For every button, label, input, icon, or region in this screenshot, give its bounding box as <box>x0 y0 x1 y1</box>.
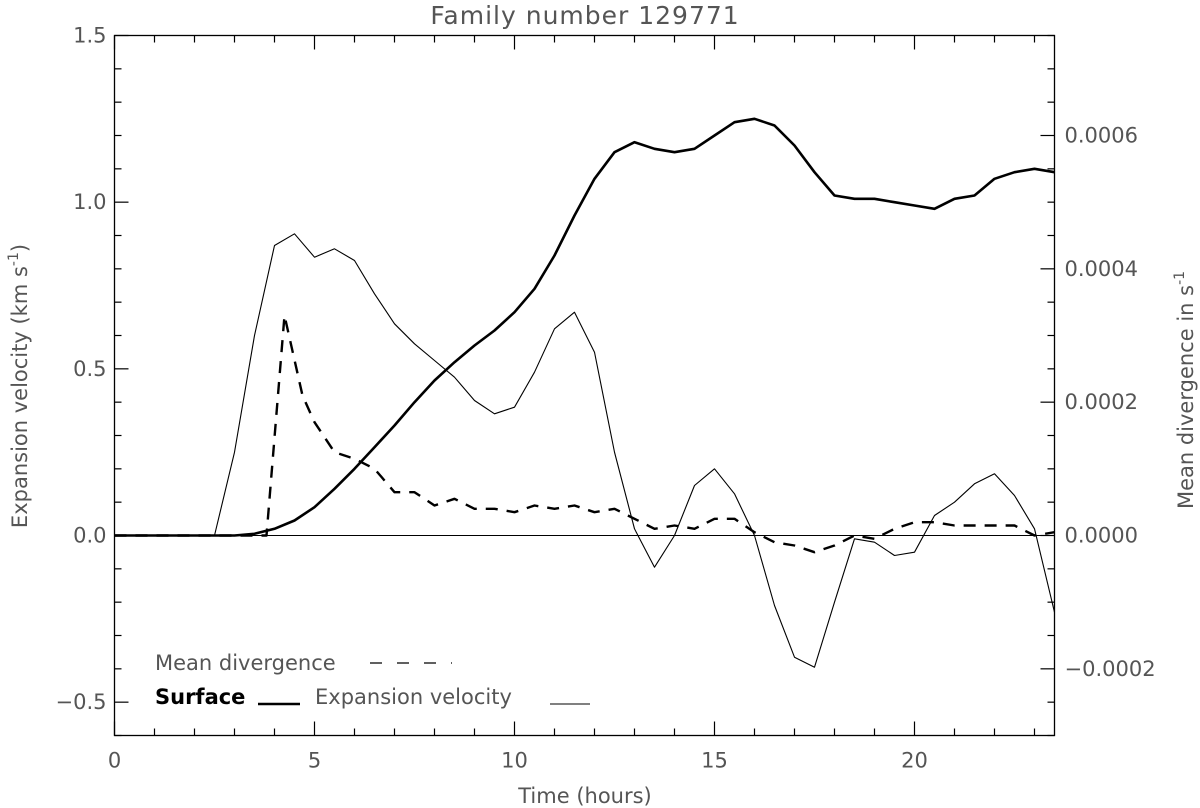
legend-label-mean-divergence: Mean divergence <box>155 651 336 675</box>
y-left-tick-label: 0.5 <box>73 357 106 381</box>
x-tick-label: 10 <box>501 749 528 773</box>
legend-label-surface: Surface <box>155 685 245 709</box>
y-left-tick-label: 1.0 <box>73 190 106 214</box>
y-axis-label-left: Expansion velocity (km s-1) <box>6 244 32 528</box>
plot-layer <box>114 117 1056 668</box>
x-axis-label: Time (hours) <box>517 784 652 808</box>
y-left-tick-label: 1.5 <box>73 24 106 48</box>
y-left-tick-label: −0.5 <box>56 690 107 714</box>
y-right-tick-label: 0.0000 <box>1065 524 1138 548</box>
y-left-tick-label: 0.0 <box>73 524 106 548</box>
y-axis-label-left-close: ) <box>8 244 32 252</box>
series-line-surface <box>114 117 1055 537</box>
x-tick-label: 20 <box>901 749 928 773</box>
ticks-layer: 0 5 10 15 20 −0.5 0.0 0.5 1.0 1.5 −0.0002 0.0000 0.0… <box>56 24 1156 773</box>
y-axis-label-right: Mean divergence in s-1 <box>1172 271 1198 509</box>
y-right-tick-label: 0.0006 <box>1065 124 1138 148</box>
series-line-expansion-velocity <box>114 233 1056 668</box>
x-tick-label: 15 <box>701 749 728 773</box>
x-tick-label: 5 <box>308 749 321 773</box>
plot-frame <box>113 34 1056 737</box>
y-axis-label-left-text: Expansion velocity (km s <box>8 266 32 528</box>
y-right-tick-label: 0.0002 <box>1065 390 1138 414</box>
y-axis-label-right-sup: -1 <box>1172 271 1188 285</box>
y-right-tick-label: −0.0002 <box>1065 657 1156 681</box>
x-tick-label: 0 <box>108 749 121 773</box>
y-right-tick-label: 0.0004 <box>1065 257 1138 281</box>
legend: Mean divergence Surface Expansion veloci… <box>155 651 590 709</box>
y-axis-label-right-text: Mean divergence in s <box>1174 285 1198 509</box>
chart-title: Family number 129771 <box>430 1 739 30</box>
legend-label-expansion-velocity: Expansion velocity <box>315 685 512 709</box>
y-axis-label-left-sup: -1 <box>6 252 22 266</box>
